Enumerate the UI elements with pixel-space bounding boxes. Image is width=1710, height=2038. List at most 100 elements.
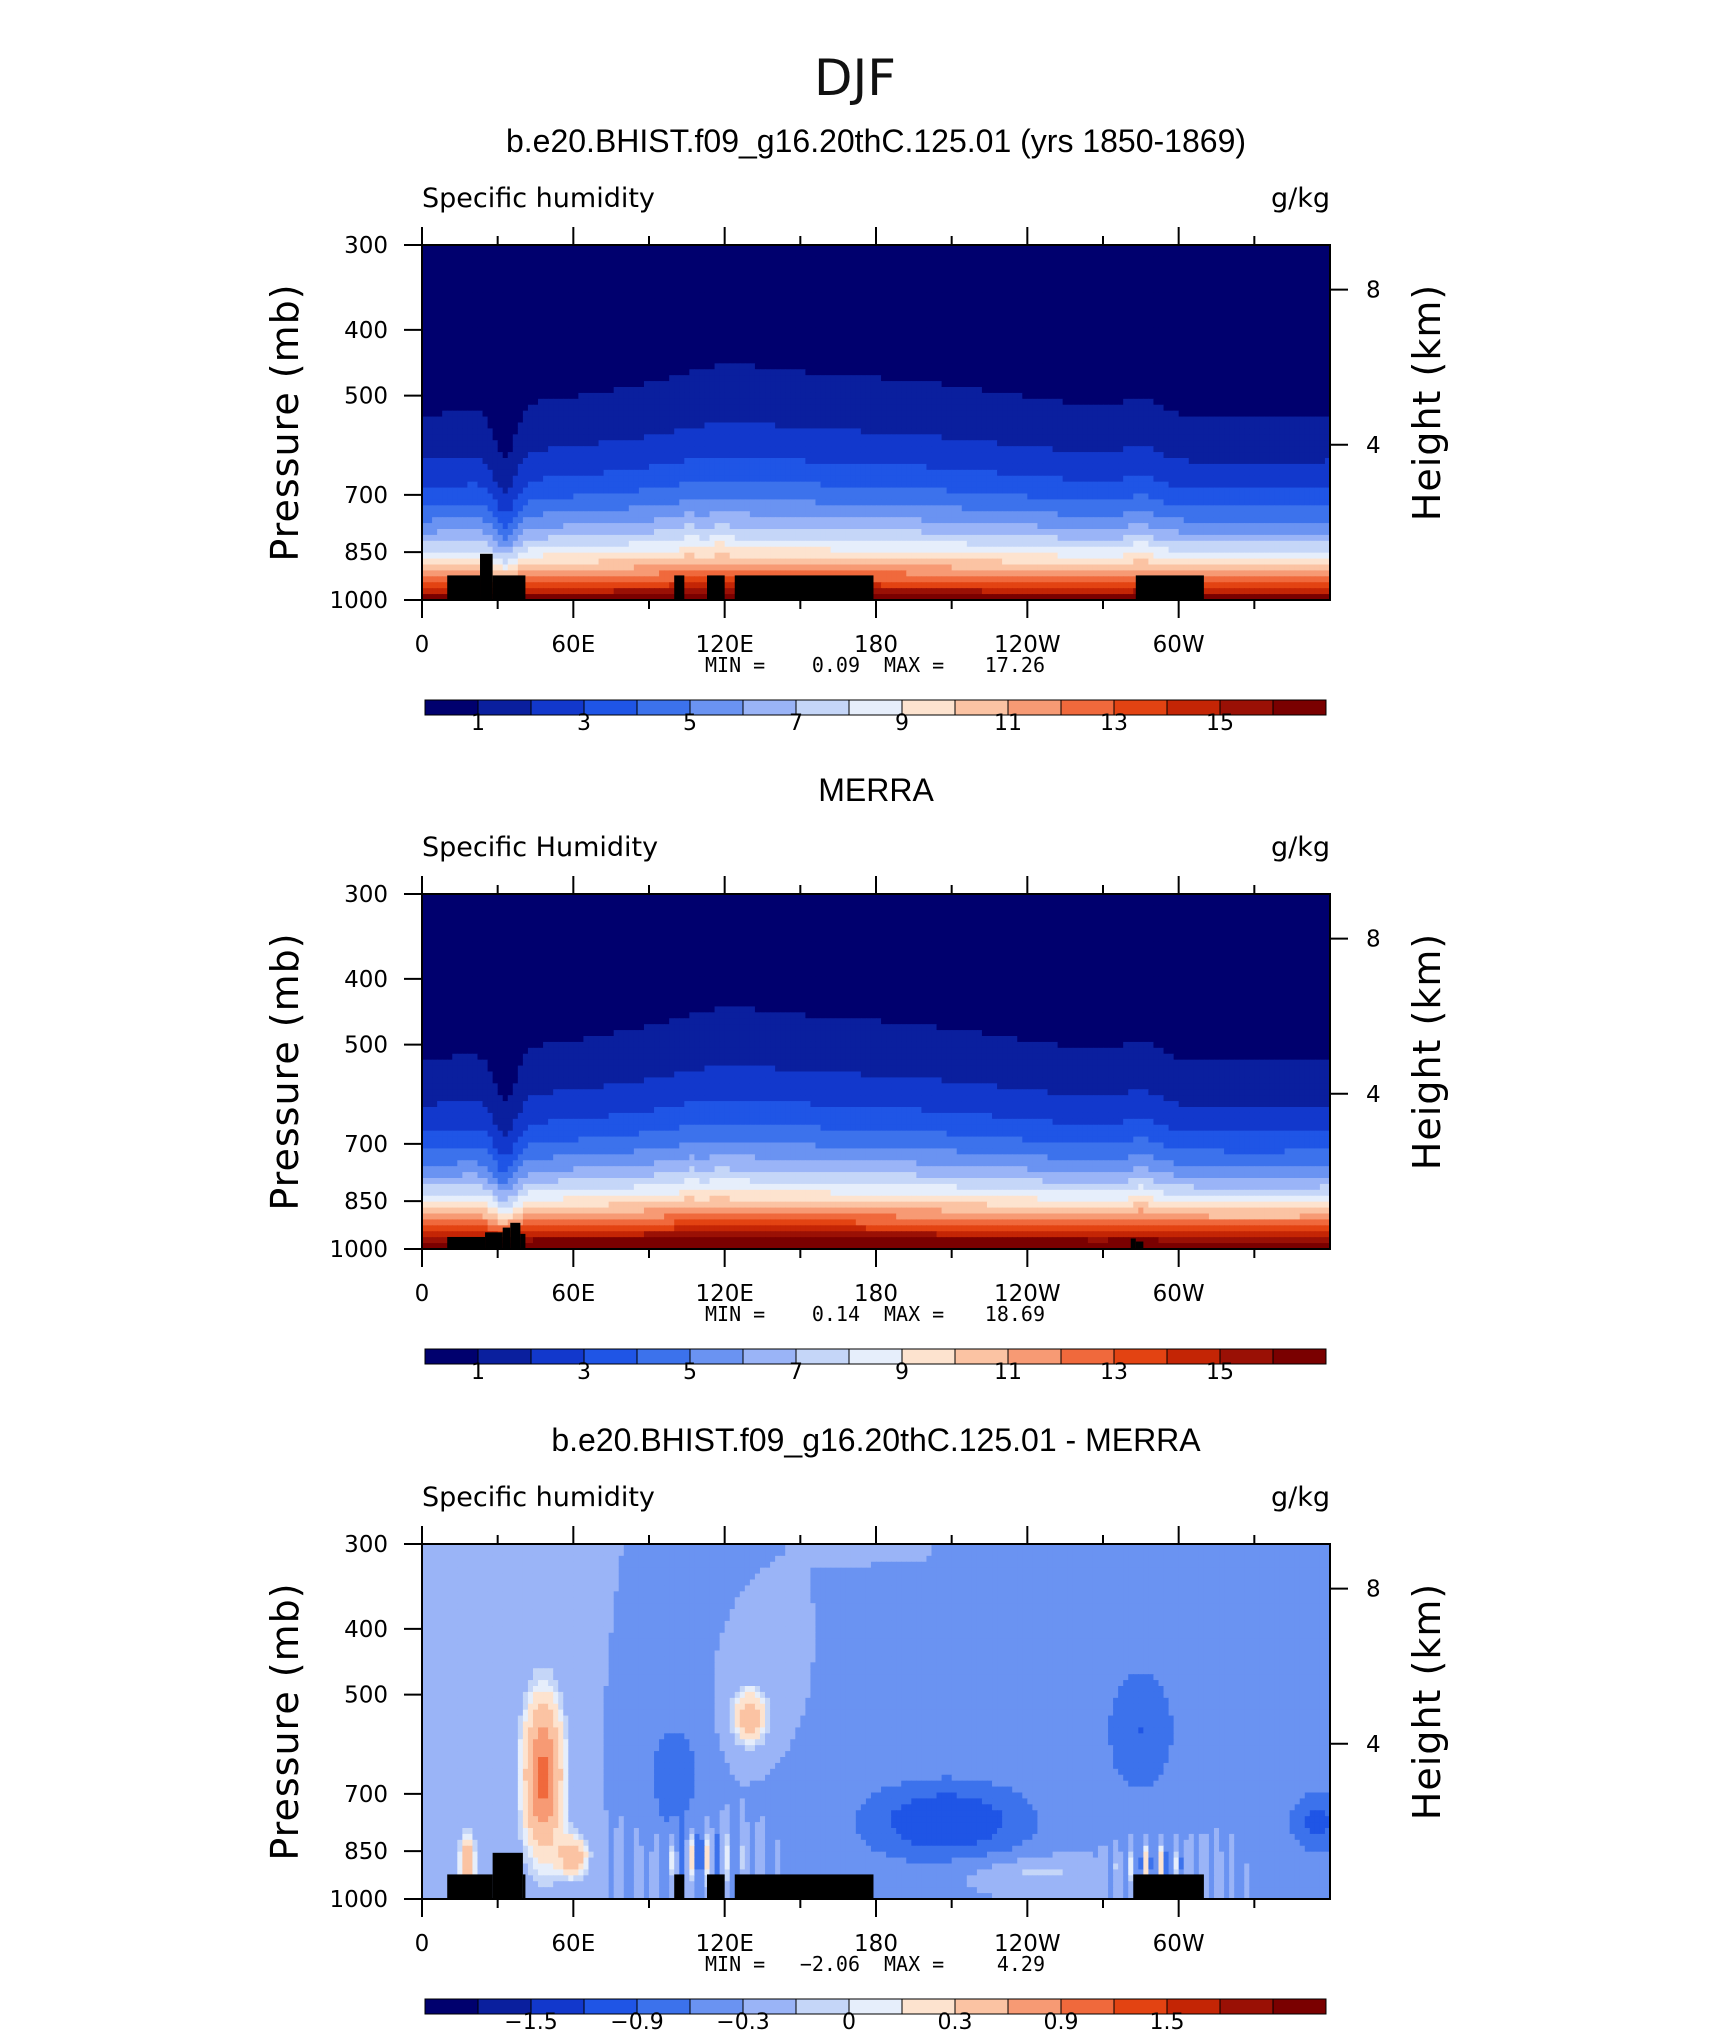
field-cell	[1032, 327, 1039, 335]
field-cell	[1289, 245, 1296, 252]
field-cell	[997, 339, 1003, 347]
field-cell	[835, 280, 842, 288]
field-cell	[462, 262, 468, 270]
field-cell	[1208, 381, 1215, 388]
field-cell	[805, 387, 812, 394]
field-cell	[1158, 256, 1165, 264]
field-cell	[477, 375, 484, 382]
field-cell	[694, 357, 701, 364]
field-cell	[573, 333, 579, 341]
field-cell	[1229, 369, 1235, 376]
field-cell	[1249, 245, 1255, 252]
field-cell	[709, 245, 716, 252]
field-cell	[674, 245, 680, 252]
field-cell	[865, 392, 872, 400]
field-cell	[976, 369, 983, 376]
field-cell	[891, 404, 897, 412]
field-cell	[573, 363, 579, 370]
field-cell	[1128, 292, 1134, 299]
field-cell	[608, 262, 615, 270]
field-cell	[754, 357, 761, 364]
field-cell	[618, 375, 625, 382]
field-cell	[1203, 298, 1210, 305]
field-cell	[462, 321, 468, 329]
field-cell	[442, 381, 448, 388]
field-cell	[1163, 262, 1170, 270]
field-cell	[432, 387, 438, 394]
field-cell	[865, 333, 872, 341]
field-cell	[1052, 256, 1059, 264]
field-cell	[608, 369, 615, 376]
field-cell	[891, 339, 897, 347]
field-cell	[1213, 321, 1220, 329]
field-cell	[1193, 304, 1200, 311]
field-cell	[765, 321, 771, 329]
field-cell	[1072, 404, 1079, 412]
field-cell	[916, 398, 922, 406]
field-cell	[1062, 310, 1069, 317]
field-cell	[1128, 327, 1134, 335]
field-cell	[1108, 339, 1114, 347]
field-cell	[775, 310, 781, 317]
field-cell	[739, 404, 746, 412]
field-cell	[840, 392, 847, 400]
field-cell	[1294, 286, 1301, 293]
field-cell	[1042, 333, 1049, 341]
field-cell	[472, 256, 479, 264]
field-cell	[729, 333, 736, 341]
field-cell	[628, 310, 635, 317]
field-cell	[729, 321, 736, 329]
field-cell	[785, 274, 791, 282]
field-cell	[1133, 304, 1139, 311]
field-cell	[507, 245, 514, 252]
field-cell	[1299, 387, 1306, 394]
field-cell	[1309, 298, 1316, 305]
field-cell	[1062, 298, 1069, 305]
field-cell	[1299, 316, 1306, 323]
field-cell	[1032, 316, 1039, 323]
field-cell	[1158, 304, 1165, 311]
field-cell	[638, 286, 645, 293]
field-cell	[689, 375, 695, 382]
field-cell	[830, 245, 837, 252]
field-cell	[467, 404, 474, 412]
field-cell	[780, 387, 786, 394]
field-cell	[1123, 250, 1129, 258]
field-cell	[568, 333, 574, 341]
field-cell	[1077, 363, 1084, 370]
field-cell	[926, 387, 933, 394]
field-cell	[966, 316, 973, 323]
field-cell	[467, 327, 474, 335]
field-cell	[1133, 245, 1139, 252]
field-cell	[654, 245, 660, 252]
field-cell	[1193, 268, 1200, 276]
field-cell	[664, 327, 670, 335]
field-cell	[1208, 333, 1215, 341]
field-cell	[1148, 316, 1155, 323]
field-cell	[1254, 292, 1260, 299]
field-cell	[724, 327, 731, 335]
field-cell	[507, 268, 514, 276]
field-cell	[553, 351, 559, 359]
field-cell	[1274, 250, 1281, 258]
field-cell	[825, 375, 832, 382]
field-cell	[997, 286, 1003, 293]
field-cell	[578, 245, 585, 252]
field-cell	[901, 339, 907, 347]
field-cell	[1163, 274, 1170, 282]
field-cell	[432, 404, 438, 412]
field-cell	[749, 286, 756, 293]
field-cell	[608, 375, 615, 382]
field-cell	[775, 268, 781, 276]
field-cell	[1259, 286, 1266, 293]
field-cell	[941, 345, 948, 353]
field-cell	[427, 250, 433, 258]
field-cell	[1274, 262, 1281, 270]
field-cell	[679, 363, 685, 370]
field-cell	[815, 351, 822, 359]
field-cell	[709, 280, 716, 288]
field-cell	[775, 250, 781, 258]
field-cell	[1128, 250, 1134, 258]
field-cell	[734, 351, 741, 359]
field-cell	[1279, 369, 1286, 376]
